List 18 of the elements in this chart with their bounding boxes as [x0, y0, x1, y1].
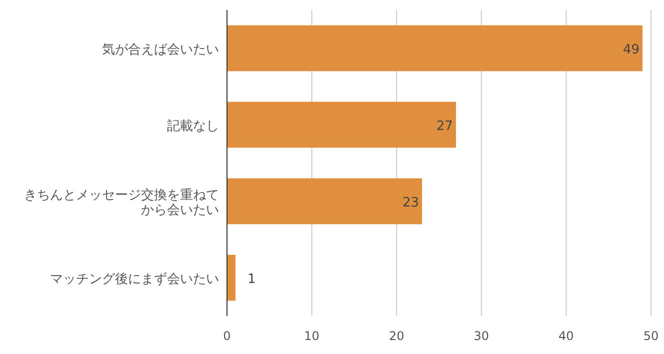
x-tick-label: 30: [474, 329, 490, 343]
y-tick-label: マッチング後にまず会いたい: [50, 272, 219, 287]
x-tick-label: 10: [304, 329, 320, 343]
x-tick-label: 50: [643, 329, 659, 343]
x-tick-label: 40: [558, 329, 574, 343]
bar: [227, 102, 456, 148]
bar: [227, 254, 236, 301]
x-tick-label: 0: [223, 329, 231, 343]
x-tick-label: 20: [388, 329, 404, 343]
y-tick-label: きちんとメッセージ交換を重ねてから会いたい: [24, 186, 219, 218]
data-label: 27: [436, 118, 453, 134]
data-label: 23: [402, 195, 420, 210]
data-label: 1: [247, 272, 256, 287]
data-label: 49: [622, 42, 640, 58]
y-tick-label: 気が合えば会いたい: [102, 42, 219, 58]
bar: [227, 25, 643, 72]
bar: [227, 178, 422, 224]
y-tick-label: 記載なし: [167, 118, 219, 134]
